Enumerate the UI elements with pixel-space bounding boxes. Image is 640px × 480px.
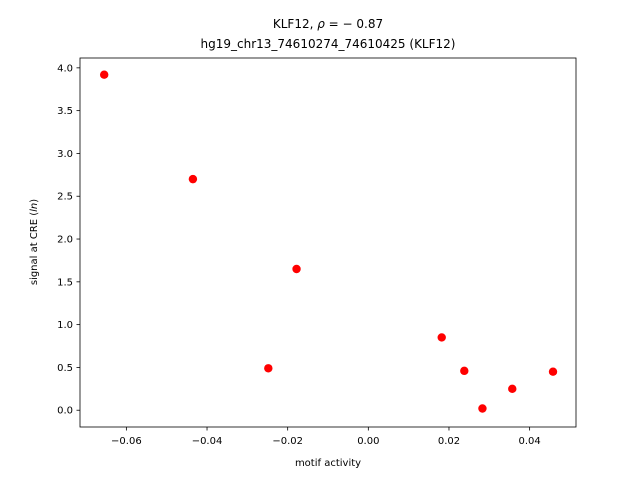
title-prefix: KLF12, xyxy=(273,17,317,31)
y-tick-label: 1.0 xyxy=(57,320,73,331)
title-rho: ρ xyxy=(317,17,325,31)
y-tick-label: 2.5 xyxy=(57,192,73,203)
x-tick-label: 0.00 xyxy=(357,436,379,447)
axes-frame xyxy=(79,57,577,428)
x-tick-label: −0.06 xyxy=(111,436,142,447)
x-tick-label: −0.04 xyxy=(192,436,223,447)
y-tick-label: 3.0 xyxy=(57,149,73,160)
data-point xyxy=(478,404,487,413)
data-point xyxy=(188,174,198,184)
y-axis-label: signal at CRE (ln) xyxy=(29,199,40,285)
y-axis-label-prefix: signal at CRE ( xyxy=(29,212,40,285)
data-point xyxy=(437,333,446,342)
data-point xyxy=(460,366,469,376)
chart-title-line1: KLF12, ρ = − 0.87 xyxy=(273,17,383,31)
title-suffix: = − 0.87 xyxy=(325,17,383,31)
x-tick-label: −0.02 xyxy=(272,436,303,447)
y-tick-label: 4.0 xyxy=(57,63,73,74)
x-axis-label: motif activity xyxy=(295,458,361,469)
data-point xyxy=(548,367,558,376)
y-tick-label: 1.5 xyxy=(57,277,73,288)
data-point xyxy=(508,384,517,394)
chart-title-line2: hg19_chr13_74610274_74610425 (KLF12) xyxy=(201,37,456,51)
x-tick-label: 0.02 xyxy=(438,436,460,447)
y-axis-label-italic: ln xyxy=(29,203,40,212)
y-axis-label-suffix: ) xyxy=(29,199,40,203)
data-point xyxy=(264,364,273,373)
plot-area: −0.06 −0.04 −0.02 0.00 0.02 0.04 0.0 0.5 1.0 1.5 2… xyxy=(57,57,577,447)
x-tick-label: 0.04 xyxy=(518,436,540,447)
data-point xyxy=(99,70,109,79)
data-point xyxy=(292,264,301,274)
y-tick-label: 2.0 xyxy=(57,235,73,246)
y-tick-label: 3.5 xyxy=(57,106,73,117)
y-tick-label: 0.0 xyxy=(57,406,73,417)
y-tick-label: 0.5 xyxy=(57,363,73,374)
